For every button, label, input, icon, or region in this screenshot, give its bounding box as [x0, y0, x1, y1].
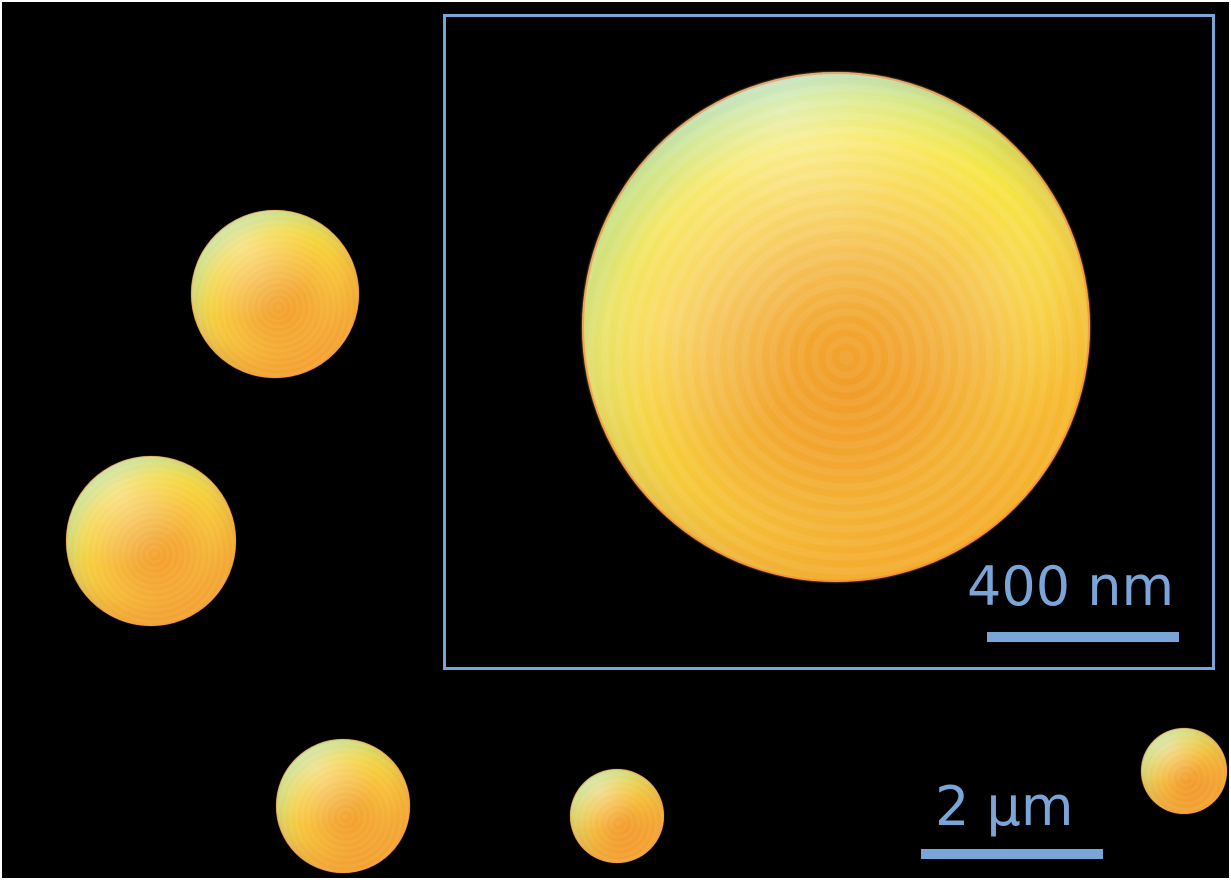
inset-particle — [582, 72, 1090, 582]
inset-scale-label: 400 nm — [967, 555, 1175, 618]
particle-4 — [570, 769, 664, 863]
inset-scale-bar — [987, 632, 1179, 642]
inset-frame: 400 nm — [443, 14, 1215, 670]
main-scale-label: 2 μm — [935, 775, 1074, 838]
particle-1 — [191, 210, 359, 378]
main-scale-bar — [921, 849, 1103, 859]
particle-2 — [66, 456, 236, 626]
particle-3 — [276, 739, 410, 873]
particle-5 — [1141, 728, 1227, 814]
